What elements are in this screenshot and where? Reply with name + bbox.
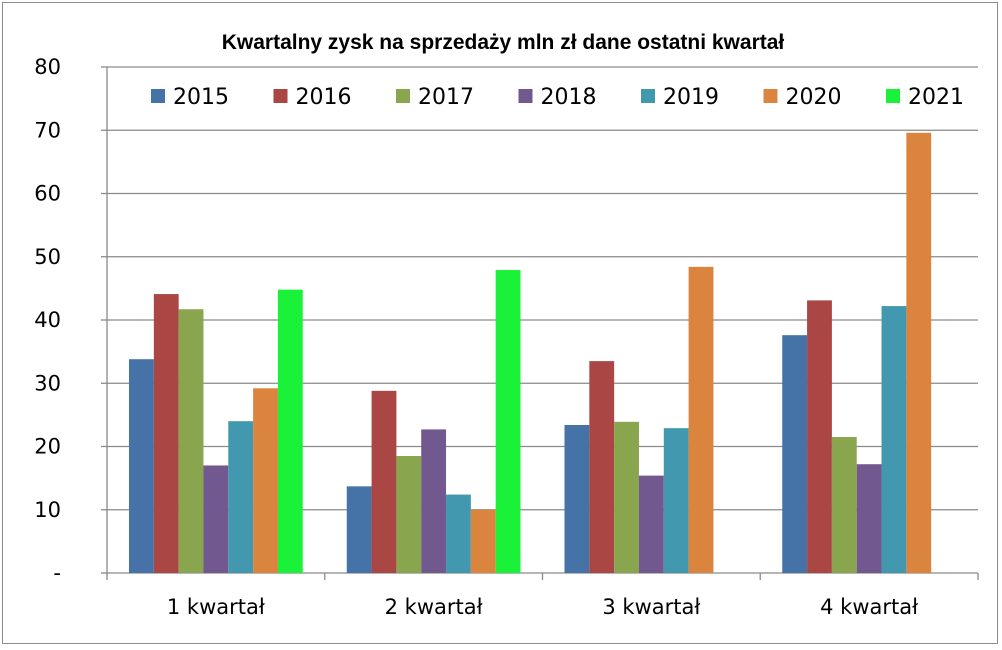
bar-2018 [856, 464, 882, 573]
bar-2017 [396, 455, 422, 573]
bar-2020 [688, 266, 714, 573]
bar-2019 [881, 306, 907, 573]
bar-2018 [638, 475, 664, 573]
bar-2016 [589, 361, 615, 573]
y-tick-label: 30 [34, 371, 61, 395]
legend-swatch [641, 89, 655, 103]
bar-2018 [421, 429, 447, 573]
legend: 2015 2016 2017 2018 2019 2020 2021 [151, 85, 964, 110]
legend-swatch [518, 89, 533, 103]
legend-label: 2018 [541, 85, 597, 110]
chart-svg: Kwartalny zysk na sprzedaży mln zł dane … [34, 31, 979, 619]
x-tick-label: 4 kwartał [820, 595, 918, 619]
y-tick-label: 40 [34, 308, 61, 332]
bar-2017 [831, 437, 857, 573]
bar-2019 [663, 428, 689, 573]
bar-2021 [277, 289, 303, 573]
chart-title: Kwartalny zysk na sprzedaży mln zł dane … [222, 31, 785, 54]
bar-2019 [446, 494, 471, 573]
bar-2017 [614, 421, 639, 573]
bar-2019 [228, 421, 254, 573]
bar-2016 [371, 390, 397, 573]
bar-2020 [906, 132, 932, 573]
bar-2020 [253, 388, 278, 573]
legend-swatch [151, 89, 165, 103]
legend-label: 2021 [908, 85, 964, 110]
legend-label: 2015 [173, 85, 229, 110]
x-tick-label: 3 kwartał [602, 595, 700, 619]
legend-label: 2017 [418, 85, 474, 110]
y-tick-label: 60 [34, 182, 61, 206]
bars [129, 132, 932, 573]
x-tick-label: 2 kwartał [385, 595, 483, 619]
bar-2015 [782, 335, 808, 573]
legend-label: 2019 [663, 85, 719, 110]
y-tick-label: - [53, 561, 61, 585]
bar-2015 [346, 486, 372, 573]
bar-2018 [203, 465, 229, 573]
legend-swatch [273, 89, 288, 103]
legend-swatch [396, 89, 410, 103]
bar-2016 [807, 300, 832, 573]
y-tick-label: 80 [34, 55, 61, 79]
y-tick-label: 10 [34, 498, 61, 522]
y-tick-label: 20 [34, 435, 61, 459]
bar-2017 [178, 309, 204, 573]
legend-swatch [886, 89, 900, 103]
bar-2016 [153, 294, 179, 573]
bar-2020 [470, 509, 496, 573]
bar-2015 [129, 359, 154, 573]
legend-label: 2020 [786, 85, 842, 110]
axes: - 10 20 30 40 50 60 70 80 1 kwartał 2 kwartał 3 kwa… [34, 55, 979, 619]
bar-2021 [495, 270, 521, 573]
bar-2015 [564, 424, 590, 573]
y-tick-label: 70 [34, 118, 61, 142]
legend-label: 2016 [296, 85, 352, 110]
y-tick-label: 50 [34, 245, 61, 269]
legend-swatch [763, 89, 778, 103]
x-tick-label: 1 kwartał [167, 595, 265, 619]
